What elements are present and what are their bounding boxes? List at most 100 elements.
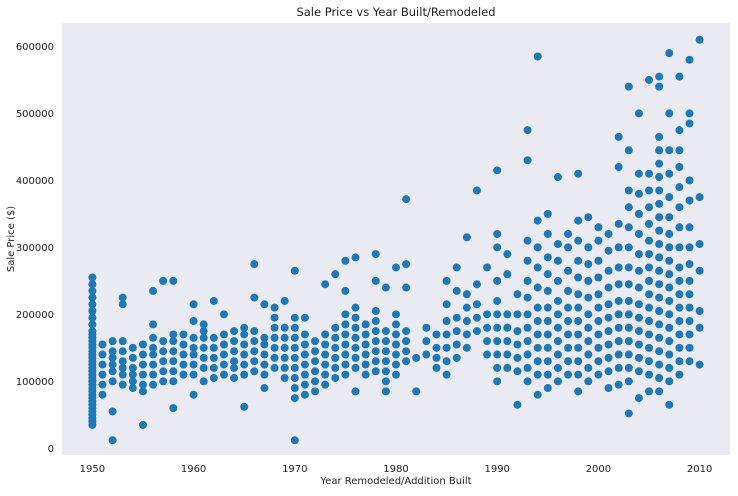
data-point	[503, 363, 512, 372]
data-point	[483, 350, 492, 359]
data-point	[533, 283, 542, 292]
data-point	[371, 327, 380, 336]
chart-title: Sale Price vs Year Built/Remodeled	[296, 5, 495, 19]
data-point	[98, 380, 107, 389]
data-point	[108, 337, 117, 346]
data-point	[88, 307, 97, 315]
data-point	[665, 400, 674, 409]
data-point	[594, 343, 603, 352]
data-point	[543, 303, 552, 312]
data-point	[553, 363, 562, 372]
data-point	[138, 360, 147, 369]
data-point	[685, 290, 694, 299]
data-point	[311, 337, 320, 346]
data-point	[523, 126, 532, 135]
data-point	[149, 286, 158, 295]
data-point	[634, 367, 643, 376]
data-point	[199, 343, 208, 352]
data-point	[594, 236, 603, 245]
y-tick-label: 600000	[16, 42, 54, 53]
data-point	[219, 310, 228, 319]
data-point	[604, 353, 613, 362]
data-point	[169, 367, 178, 376]
data-point	[159, 337, 168, 346]
data-point	[260, 333, 269, 342]
data-point	[624, 409, 633, 418]
data-point	[300, 350, 309, 359]
data-point	[645, 263, 654, 272]
data-point	[685, 223, 694, 232]
data-point	[543, 317, 552, 326]
data-point	[483, 323, 492, 332]
data-point	[138, 420, 147, 429]
data-point	[280, 296, 289, 305]
data-point	[553, 173, 562, 182]
data-point	[523, 350, 532, 359]
data-point	[462, 317, 471, 326]
data-point	[412, 387, 421, 396]
data-point	[341, 330, 350, 339]
data-point	[685, 343, 694, 352]
data-point	[645, 250, 654, 259]
y-axis-label: Sale Price ($)	[6, 206, 17, 272]
data-point	[260, 384, 269, 393]
data-point	[351, 323, 360, 332]
data-point	[240, 402, 249, 411]
data-point	[280, 323, 289, 332]
data-point	[584, 363, 593, 372]
data-point	[88, 320, 97, 329]
data-point	[452, 327, 461, 336]
data-point	[564, 286, 573, 295]
data-point	[634, 189, 643, 198]
data-point	[149, 333, 158, 342]
data-point	[665, 377, 674, 386]
data-point	[270, 303, 279, 312]
data-point	[624, 243, 633, 252]
data-point	[300, 313, 309, 322]
data-point	[321, 350, 330, 359]
data-point	[624, 337, 633, 346]
data-point	[311, 347, 320, 356]
data-point	[189, 317, 198, 326]
data-point	[149, 343, 158, 352]
data-point	[472, 313, 481, 322]
data-point	[88, 293, 97, 302]
y-tick-label: 400000	[16, 176, 54, 187]
data-point	[503, 337, 512, 346]
data-point	[381, 387, 390, 396]
data-point	[624, 323, 633, 332]
data-point	[452, 353, 461, 362]
data-point	[564, 229, 573, 238]
data-point	[675, 330, 684, 339]
data-point	[543, 286, 552, 295]
data-point	[523, 156, 532, 165]
data-point	[219, 350, 228, 359]
data-point	[169, 330, 178, 339]
data-point	[665, 213, 674, 222]
data-point	[665, 256, 674, 265]
data-point	[118, 380, 127, 389]
data-point	[361, 350, 370, 359]
data-point	[655, 199, 664, 208]
data-point	[371, 317, 380, 326]
data-point	[614, 310, 623, 319]
data-point	[665, 270, 674, 279]
data-point	[675, 203, 684, 212]
data-point	[108, 353, 117, 362]
data-point	[361, 330, 370, 339]
data-point	[655, 240, 664, 249]
data-point	[614, 380, 623, 389]
data-point	[695, 323, 704, 332]
data-point	[655, 213, 664, 222]
data-point	[655, 293, 664, 302]
data-point	[270, 363, 279, 372]
data-point	[665, 283, 674, 292]
data-point	[331, 363, 340, 372]
data-point	[564, 317, 573, 326]
data-point	[311, 387, 320, 396]
data-point	[634, 250, 643, 259]
data-points	[88, 35, 704, 445]
data-point	[523, 236, 532, 245]
data-point	[240, 323, 249, 332]
data-point	[513, 367, 522, 376]
